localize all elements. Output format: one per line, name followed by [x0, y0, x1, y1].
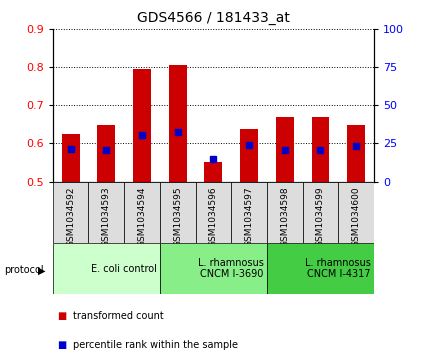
Bar [160, 243, 267, 294]
Text: protocol: protocol [4, 265, 44, 276]
Text: ■: ■ [57, 340, 66, 350]
Bar [303, 182, 338, 243]
Title: GDS4566 / 181433_at: GDS4566 / 181433_at [137, 11, 290, 25]
Text: L. rhamnosus
CNCM I-3690: L. rhamnosus CNCM I-3690 [198, 258, 264, 280]
Bar [276, 117, 294, 182]
Text: ▶: ▶ [38, 265, 46, 276]
Bar [124, 182, 160, 243]
Text: GSM1034596: GSM1034596 [209, 187, 218, 247]
Bar [205, 163, 222, 182]
Bar [97, 125, 115, 182]
Bar [88, 182, 124, 243]
Bar [267, 182, 303, 243]
Text: GSM1034592: GSM1034592 [66, 187, 75, 247]
Bar [338, 182, 374, 243]
Bar [231, 182, 267, 243]
Bar [267, 243, 374, 294]
Text: percentile rank within the sample: percentile rank within the sample [73, 340, 238, 350]
Text: GSM1034593: GSM1034593 [102, 187, 111, 247]
Text: L. rhamnosus
CNCM I-4317: L. rhamnosus CNCM I-4317 [305, 258, 371, 280]
Bar [169, 65, 187, 182]
Bar [53, 182, 88, 243]
Text: GSM1034598: GSM1034598 [280, 187, 289, 247]
Bar [160, 182, 195, 243]
Bar [62, 134, 80, 182]
Bar [195, 182, 231, 243]
Text: E. coli control: E. coli control [91, 264, 157, 274]
Bar [133, 69, 151, 182]
Bar [347, 126, 365, 182]
Text: GSM1034594: GSM1034594 [138, 187, 147, 247]
Text: GSM1034597: GSM1034597 [245, 187, 253, 247]
Text: GSM1034595: GSM1034595 [173, 187, 182, 247]
Bar [53, 243, 160, 294]
Text: GSM1034599: GSM1034599 [316, 187, 325, 247]
Text: GSM1034600: GSM1034600 [352, 187, 361, 247]
Bar [312, 118, 330, 182]
Text: ■: ■ [57, 311, 66, 321]
Bar [240, 129, 258, 182]
Text: transformed count: transformed count [73, 311, 163, 321]
